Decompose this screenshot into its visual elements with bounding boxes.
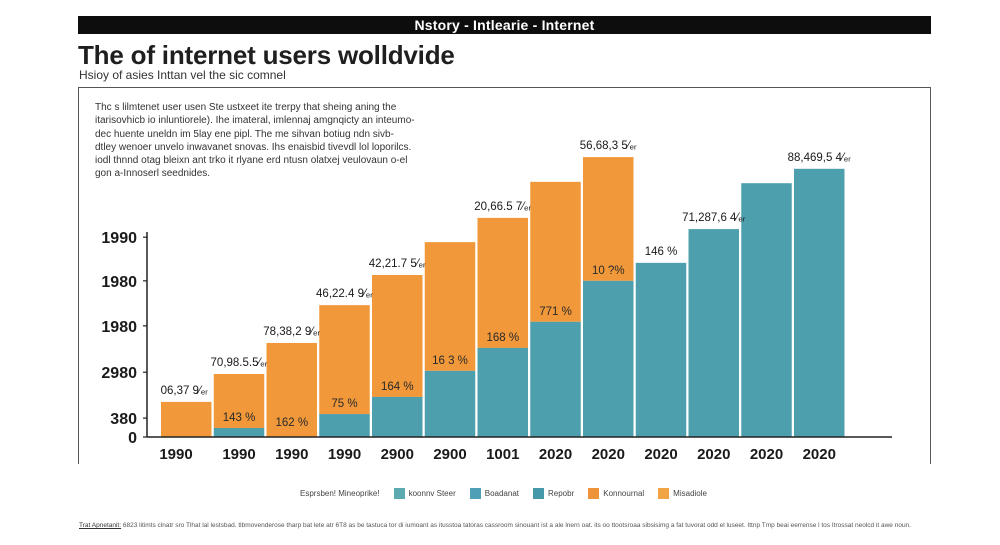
x-tick-label: 2900	[381, 446, 414, 463]
bar-inner-label: 10 ?%	[592, 265, 625, 277]
legend-item-label: Boadanat	[484, 489, 519, 498]
bar-segment-orange	[583, 157, 634, 281]
legend-swatch	[469, 488, 481, 499]
x-tick-label: 2020	[750, 446, 783, 463]
bar-top-label: 46,22.4 9⁄ₑᵣ	[316, 288, 373, 300]
bar-segment-teal	[741, 183, 792, 437]
legend-item-label: Konnournal	[603, 489, 645, 498]
x-tick-label: 1990	[328, 446, 361, 463]
bar-segment-orange	[424, 242, 476, 371]
bar-segment-orange	[477, 217, 528, 348]
bar-segment-orange	[266, 342, 317, 437]
bar-segment-teal	[794, 168, 845, 438]
x-tick-label: 1990	[275, 446, 308, 463]
x-tick-label: 2900	[433, 446, 466, 463]
bar-segment-orange	[372, 275, 423, 397]
bars	[161, 157, 845, 438]
chart-frame	[78, 87, 931, 464]
bar-top-label: 88,469,5 4⁄ₑᵣ	[788, 152, 852, 164]
bar-segment-teal	[583, 280, 634, 437]
chart-description: Thc s lilmtenet user usen Ste ustxeet it…	[95, 102, 415, 180]
bar-top-label: 146 %	[645, 246, 678, 258]
x-tick-label: 2020	[592, 446, 625, 463]
y-tick-label: 2980	[101, 365, 137, 382]
legend-swatch	[588, 488, 600, 499]
x-tick-label: 1001	[486, 446, 519, 463]
bar-segment-teal	[372, 396, 423, 437]
x-tick-label: 2020	[697, 446, 730, 463]
bar-top-label: 71,287,6 4⁄ₑᵣ	[682, 212, 746, 224]
bar-inner-label: 771 %	[539, 306, 572, 318]
legend-item: Konnournal	[588, 488, 644, 499]
legend-item: Misadiole	[658, 488, 707, 499]
y-tick-label: 0	[128, 430, 137, 447]
bar-segment-orange	[161, 401, 212, 437]
bar-inner-label: 143 %	[223, 412, 256, 424]
bar-segment-orange	[319, 305, 370, 415]
bar-top-label: 56,68,3 5⁄ₑᵣ	[580, 140, 637, 152]
y-tick-label: 380	[110, 411, 137, 428]
bar-inner-label: 168 %	[486, 332, 519, 344]
bar-top-label: 70,98.5.5⁄ₑᵣ	[211, 357, 268, 369]
footnote-text: 6823 litimts clnatr sro Tlhat lal lestsb…	[122, 522, 911, 529]
bar-segment-orange	[213, 374, 265, 428]
bar-top-label: 78,38,2 9⁄ₑᵣ	[263, 326, 320, 338]
page-title: The of internet users wolldvide	[78, 40, 455, 70]
bar-segment-teal	[319, 414, 370, 437]
legend-swatch	[658, 488, 670, 499]
bar-segment-teal	[688, 229, 739, 437]
legend-label: Esprsben! Mineoprike!	[300, 489, 380, 498]
legend-item: Boadanat	[469, 488, 519, 499]
bar-segment-teal	[477, 347, 528, 437]
footnote: Trat Apnetanit: 6823 litimts clnatr sro …	[79, 521, 939, 531]
bar-top-label: 42,21.7 5⁄ₑᵣ	[369, 258, 426, 270]
bar-segment-teal	[213, 428, 265, 437]
x-tick-label: 1990	[222, 446, 255, 463]
x-tick-label: 2020	[539, 446, 572, 463]
legend-item: koonnv Steer	[393, 488, 456, 499]
y-tick-label: 1980	[101, 274, 137, 291]
bar-top-label: 20,66.5 7⁄ₑᵣ	[474, 201, 531, 213]
bar-inner-label: 162 %	[275, 417, 308, 429]
x-axis-ticks: 1990 1990 1990 1990 2900 2900 1001 2020 2020 2020…	[159, 446, 836, 463]
legend: Esprsben! Mineoprike! koonnv Steer Boada…	[300, 488, 715, 499]
x-tick-label: 2020	[644, 446, 677, 463]
bar-segment-orange	[530, 181, 581, 322]
legend-item: Repobr	[533, 488, 574, 499]
header-bar: Nstory - Intlearie - Internet	[78, 16, 931, 34]
footnote-link[interactable]: Trat Apnetanit:	[79, 522, 122, 529]
y-tick-label: 1980	[101, 319, 137, 336]
bar-segment-teal	[424, 370, 476, 437]
legend-item-label: Misadiole	[673, 489, 707, 498]
bar-top-label: 06,37 9⁄ₑᵣ	[161, 385, 209, 397]
legend-swatch	[533, 488, 544, 499]
y-tick-label: 1990	[101, 230, 137, 247]
legend-item-label: Repobr	[548, 489, 575, 498]
bar-inner-label: 75 %	[331, 398, 357, 410]
y-axis-ticks: 0 380 2980 1980 1980 1990	[101, 230, 147, 447]
legend-item-label: koonnv Steer	[408, 489, 456, 498]
x-tick-label: 2020	[803, 446, 836, 463]
bar-segment-teal	[635, 262, 687, 437]
bar-segment-teal	[530, 321, 581, 437]
page-subtitle: Hsioy of asies Inttan vel the sic comnel	[79, 68, 286, 82]
bar-inner-label: 16 3 %	[432, 355, 468, 367]
bar-labels: 06,37 9⁄ₑᵣ 70,98.5.5⁄ₑᵣ 143 % 78,38,2 9⁄ₑᵣ 1…	[161, 140, 852, 429]
legend-swatch	[393, 488, 405, 499]
x-tick-label: 1990	[159, 446, 192, 463]
bar-inner-label: 164 %	[381, 381, 414, 393]
